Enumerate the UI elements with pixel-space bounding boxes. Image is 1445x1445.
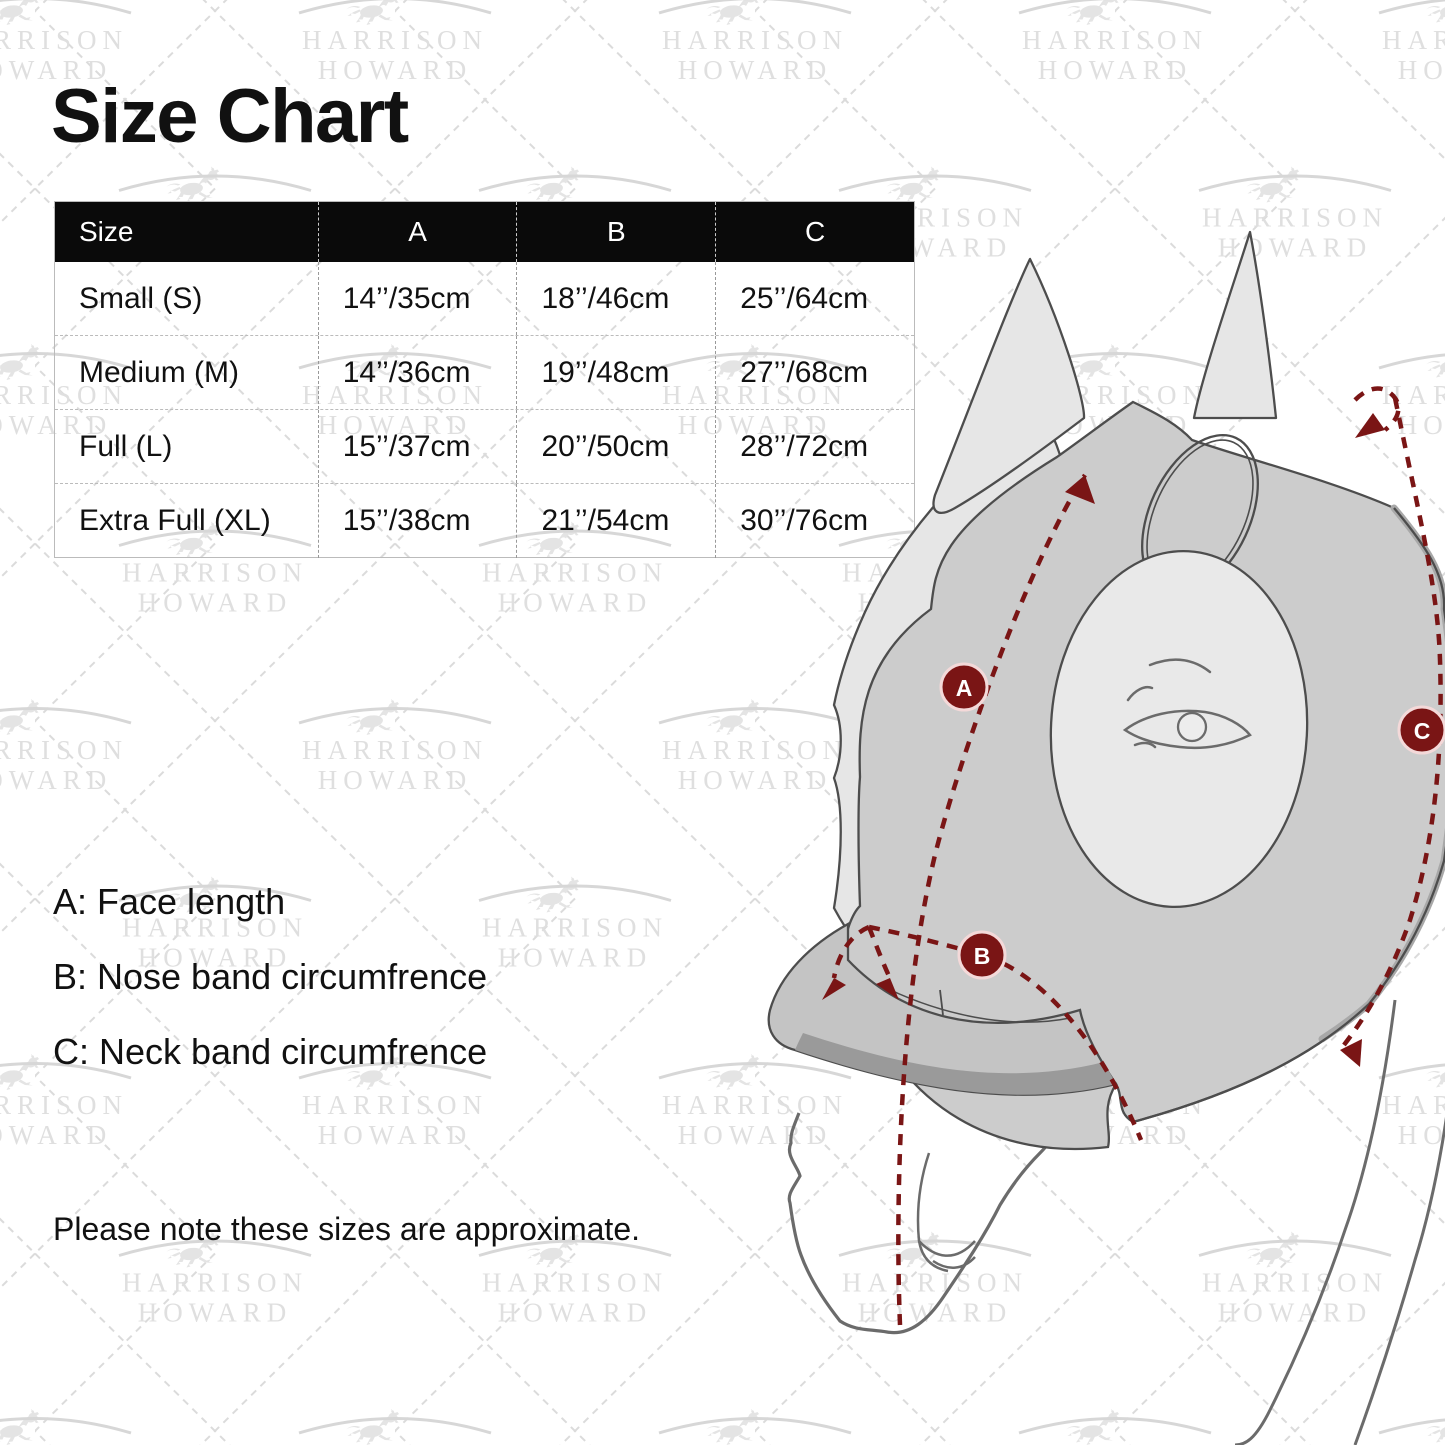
svg-text:C: C [1414, 718, 1431, 744]
svg-text:A: A [956, 675, 973, 701]
svg-text:B: B [974, 943, 991, 969]
